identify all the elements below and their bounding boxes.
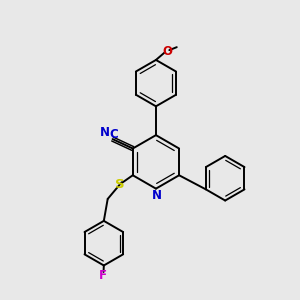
Text: F: F [99, 269, 107, 282]
Text: C: C [109, 128, 118, 141]
Text: N: N [100, 126, 110, 139]
Text: O: O [162, 44, 172, 58]
Text: S: S [115, 178, 125, 190]
Text: N: N [152, 189, 162, 202]
